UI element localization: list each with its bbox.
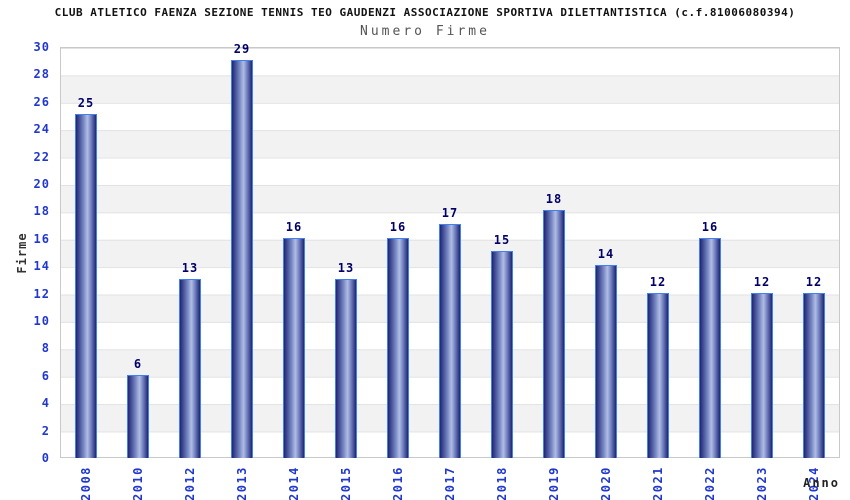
x-tick-text: 2020 — [598, 466, 613, 500]
bar-2012 — [179, 279, 201, 458]
bar-2020 — [595, 265, 617, 458]
bar-value-label: 12 — [805, 275, 823, 289]
y-tick-label: 22 — [33, 149, 50, 164]
x-tick-label: 2018 — [476, 461, 528, 500]
bar-value-label: 25 — [77, 96, 95, 110]
x-tick-text: 2019 — [546, 466, 561, 500]
x-tick-text: 2023 — [754, 466, 769, 500]
x-tick-label: 2012 — [164, 461, 216, 500]
x-tick-label: 2022 — [684, 461, 736, 500]
bar-value-label: 29 — [233, 42, 251, 56]
bar-2024 — [803, 293, 825, 458]
y-tick-label: 28 — [33, 67, 50, 82]
x-tick-label: 2021 — [632, 461, 684, 500]
chart-title: CLUB ATLETICO FAENZA SEZIONE TENNIS TEO … — [54, 6, 796, 19]
bar-2016 — [387, 238, 409, 458]
y-tick-label: 4 — [41, 396, 50, 411]
x-tick-label: 2010 — [112, 461, 164, 500]
bar-value-label: 12 — [649, 275, 667, 289]
chart-subtitle: Numero Firme — [360, 24, 490, 39]
bar-2021 — [647, 293, 669, 458]
bar-value-label: 16 — [701, 220, 719, 234]
bar-value-label: 14 — [597, 247, 615, 261]
bar-2019 — [543, 210, 565, 458]
y-tick-label: 6 — [41, 368, 50, 383]
bar-2010 — [127, 375, 149, 458]
bar-value-label: 12 — [753, 275, 771, 289]
x-tick-label: 2014 — [268, 461, 320, 500]
bar-value-label: 16 — [389, 220, 407, 234]
x-tick-text: 2015 — [338, 466, 353, 500]
x-tick-text: 2010 — [130, 466, 145, 500]
x-tick-label: 2015 — [320, 461, 372, 500]
bar-value-label: 13 — [337, 261, 355, 275]
bar-2015 — [335, 279, 357, 458]
bar-2017 — [439, 224, 461, 458]
bar-value-label: 17 — [441, 206, 459, 220]
x-tick-text: 2008 — [78, 466, 93, 500]
x-axis-title: Anno — [803, 476, 840, 490]
x-tick-label: 2008 — [60, 461, 112, 500]
x-tick-label: 2016 — [372, 461, 424, 500]
y-tick-label: 8 — [41, 341, 50, 356]
x-tick-label: 2023 — [736, 461, 788, 500]
x-tick-label: 2017 — [424, 461, 476, 500]
x-tick-label: 2020 — [580, 461, 632, 500]
bar-value-label: 18 — [545, 192, 563, 206]
bar-value-label: 13 — [181, 261, 199, 275]
y-tick-label: 2 — [41, 423, 50, 438]
x-tick-text: 2021 — [650, 466, 665, 500]
bar-value-label: 16 — [285, 220, 303, 234]
bar-value-label: 6 — [133, 357, 143, 371]
y-tick-label: 30 — [33, 40, 50, 54]
y-tick-label: 24 — [33, 122, 50, 137]
y-tick-label: 20 — [33, 177, 50, 191]
x-tick-label: 2013 — [216, 461, 268, 500]
x-tick-text: 2013 — [234, 466, 249, 500]
y-tick-label: 0 — [41, 451, 50, 465]
y-tick-label: 12 — [33, 286, 50, 301]
y-tick-label: 10 — [33, 314, 50, 328]
bar-2014 — [283, 238, 305, 458]
y-tick-label: 16 — [33, 231, 50, 246]
y-tick-label: 14 — [33, 259, 50, 274]
bar-2023 — [751, 293, 773, 458]
x-tick-text: 2016 — [390, 466, 405, 500]
y-tick-label: 26 — [33, 94, 50, 109]
y-tick-label: 18 — [33, 204, 50, 219]
x-tick-text: 2012 — [182, 466, 197, 500]
x-tick-text: 2018 — [494, 466, 509, 500]
x-tick-text: 2014 — [286, 466, 301, 500]
bar-value-label: 15 — [493, 233, 511, 247]
bar-2008 — [75, 114, 97, 458]
x-tick-label: 2019 — [528, 461, 580, 500]
x-tick-text: 2017 — [442, 466, 457, 500]
x-tick-text: 2022 — [702, 466, 717, 500]
bar-2018 — [491, 251, 513, 458]
bar-2013 — [231, 60, 253, 458]
bar-2022 — [699, 238, 721, 458]
